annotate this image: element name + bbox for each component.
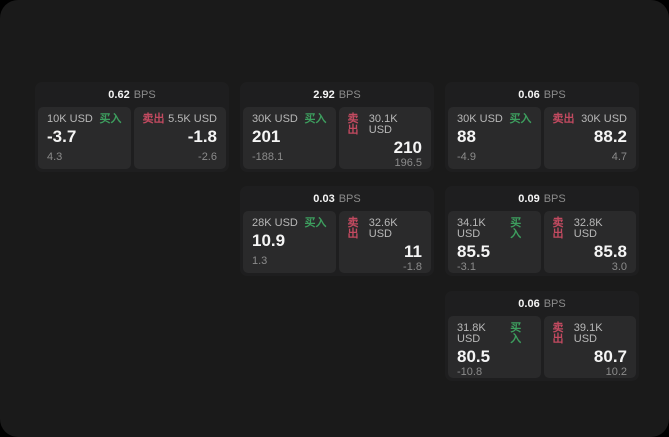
spread-header: 0.09 BPS xyxy=(445,186,639,211)
spread-unit: BPS xyxy=(133,88,156,101)
buy-side-label: 买入 xyxy=(510,217,522,240)
sell-delta: 3.0 xyxy=(611,260,627,273)
sell-delta: 10.2 xyxy=(605,365,627,378)
quote-panels: 31.8K USD 买入 80.5 -10.8 卖出 39.1K USD 80.… xyxy=(445,316,639,381)
buy-price: 80.5 xyxy=(457,347,491,366)
sell-side-label: 卖出 xyxy=(552,217,564,240)
sell-tile[interactable]: 卖出 30.1K USD 210 196.5 xyxy=(338,107,431,169)
buy-price: 85.5 xyxy=(457,242,491,261)
sell-delta: 4.7 xyxy=(611,151,627,163)
sell-price: 210 xyxy=(393,138,422,157)
spread-value: 0.03 xyxy=(313,192,335,205)
buy-price: 88 xyxy=(457,127,476,146)
buy-delta: -3.1 xyxy=(457,260,476,273)
sell-side-label: 卖出 xyxy=(347,217,359,240)
sell-tile[interactable]: 卖出 32.8K USD 85.8 3.0 xyxy=(543,211,636,273)
buy-tile[interactable]: 31.8K USD 买入 80.5 -10.8 xyxy=(448,316,541,378)
sell-price: 11 xyxy=(404,242,422,261)
spread-value: 0.62 xyxy=(108,88,130,101)
buy-side-label: 买入 xyxy=(99,113,122,125)
spread-unit: BPS xyxy=(543,192,566,205)
buy-delta: -10.8 xyxy=(457,365,483,378)
buy-side-label: 买入 xyxy=(304,113,327,125)
buy-amount: 31.8K USD xyxy=(457,322,486,345)
sell-tile[interactable]: 卖出 5.5K USD -1.8 -2.6 xyxy=(133,107,226,169)
buy-tile[interactable]: 30K USD 买入 201 -188.1 xyxy=(243,107,336,169)
sell-amount: 32.6K USD xyxy=(368,217,398,240)
quote-panels: 30K USD 买入 201 -188.1 卖出 30.1K USD 210 1… xyxy=(240,107,434,172)
quote-panels: 34.1K USD 买入 85.5 -3.1 卖出 32.8K USD 85.8… xyxy=(445,211,639,276)
sell-price: 80.7 xyxy=(593,347,627,366)
quote-panels: 30K USD 买入 88 -4.9 卖出 30K USD 88.2 4.7 xyxy=(445,107,639,172)
sell-price: -1.8 xyxy=(187,127,217,146)
quote-panels: 10K USD 买入 -3.7 4.3 卖出 5.5K USD -1.8 -2.… xyxy=(35,107,229,172)
buy-tile[interactable]: 34.1K USD 买入 85.5 -3.1 xyxy=(448,211,541,273)
spread-header: 0.06 BPS xyxy=(445,291,639,316)
quote-card: 0.03 BPS 28K USD 买入 10.9 1.3 卖出 32.6K US… xyxy=(240,186,434,276)
buy-tile[interactable]: 28K USD 买入 10.9 1.3 xyxy=(243,211,336,273)
sell-amount: 39.1K USD xyxy=(573,322,603,345)
buy-delta: -4.9 xyxy=(457,151,476,163)
buy-side-label: 买入 xyxy=(510,322,522,345)
quote-panels: 28K USD 买入 10.9 1.3 卖出 32.6K USD 11 -1.8 xyxy=(240,211,434,276)
sell-side-label: 卖出 xyxy=(347,113,359,136)
spread-value: 2.92 xyxy=(313,88,335,101)
sell-tile[interactable]: 卖出 30K USD 88.2 4.7 xyxy=(543,107,636,169)
sell-amount: 5.5K USD xyxy=(168,113,217,125)
sell-amount: 32.8K USD xyxy=(573,217,603,240)
buy-delta: 1.3 xyxy=(252,255,268,267)
spread-unit: BPS xyxy=(543,297,566,310)
buy-amount: 34.1K USD xyxy=(457,217,486,240)
sell-delta: -2.6 xyxy=(198,151,217,163)
sell-delta: -1.8 xyxy=(403,260,422,273)
spread-value: 0.06 xyxy=(518,297,540,310)
buy-side-label: 买入 xyxy=(304,217,327,229)
buy-price: 201 xyxy=(252,127,281,146)
sell-tile[interactable]: 卖出 32.6K USD 11 -1.8 xyxy=(338,211,431,273)
spread-header: 0.62 BPS xyxy=(35,82,229,107)
quote-card: 0.09 BPS 34.1K USD 买入 85.5 -3.1 卖出 32.8K… xyxy=(445,186,639,276)
spread-header: 0.03 BPS xyxy=(240,186,434,211)
spread-value: 0.06 xyxy=(518,88,540,101)
spread-unit: BPS xyxy=(543,88,566,101)
sell-delta: 196.5 xyxy=(394,156,422,169)
buy-tile[interactable]: 10K USD 买入 -3.7 4.3 xyxy=(38,107,131,169)
spread-header: 2.92 BPS xyxy=(240,82,434,107)
buy-delta: -188.1 xyxy=(252,151,284,163)
sell-amount: 30.1K USD xyxy=(368,113,398,136)
sell-side-label: 卖出 xyxy=(142,113,165,125)
sell-tile[interactable]: 卖出 39.1K USD 80.7 10.2 xyxy=(543,316,636,378)
sell-price: 88.2 xyxy=(593,127,627,146)
sell-price: 85.8 xyxy=(593,242,627,261)
spread-unit: BPS xyxy=(338,88,361,101)
buy-amount: 30K USD xyxy=(457,113,503,125)
buy-tile[interactable]: 30K USD 买入 88 -4.9 xyxy=(448,107,541,169)
buy-price: 10.9 xyxy=(252,231,286,250)
quote-card: 2.92 BPS 30K USD 买入 201 -188.1 卖出 30.1K … xyxy=(240,82,434,172)
quote-card: 0.06 BPS 30K USD 买入 88 -4.9 卖出 30K USD 8… xyxy=(445,82,639,172)
buy-delta: 4.3 xyxy=(47,151,63,163)
buy-amount: 10K USD xyxy=(47,113,93,125)
sell-side-label: 卖出 xyxy=(552,322,564,345)
quote-card: 0.06 BPS 31.8K USD 买入 80.5 -10.8 卖出 39.1… xyxy=(445,291,639,381)
sell-amount: 30K USD xyxy=(581,113,627,125)
spread-unit: BPS xyxy=(338,192,361,205)
buy-amount: 30K USD xyxy=(252,113,298,125)
quote-card: 0.62 BPS 10K USD 买入 -3.7 4.3 卖出 5.5K USD… xyxy=(35,82,229,172)
spread-value: 0.09 xyxy=(518,192,540,205)
sell-side-label: 卖出 xyxy=(552,113,575,125)
spread-header: 0.06 BPS xyxy=(445,82,639,107)
buy-amount: 28K USD xyxy=(252,217,298,229)
buy-side-label: 买入 xyxy=(509,113,532,125)
buy-price: -3.7 xyxy=(47,127,77,146)
